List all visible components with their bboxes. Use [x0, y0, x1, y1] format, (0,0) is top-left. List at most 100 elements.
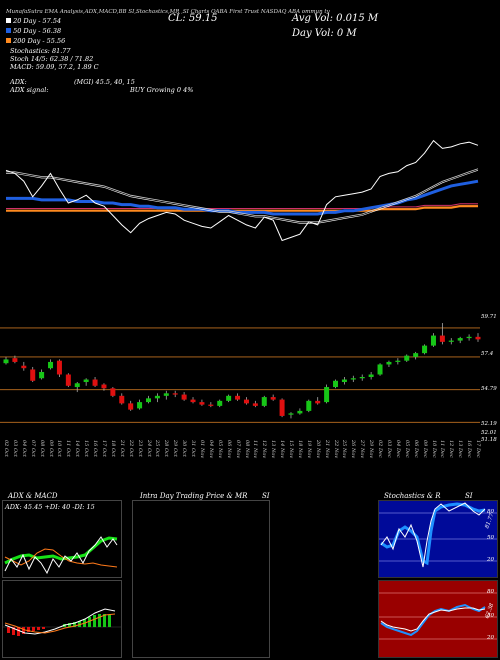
- candle-body-28: [252, 403, 258, 406]
- date-label-40: 27 Nov: [359, 440, 366, 459]
- stoch-tick-50: 50: [487, 535, 494, 541]
- candle-body-0: [3, 359, 9, 364]
- date-label-42: 02 Dec: [377, 440, 383, 458]
- adx-macd-title: ADX & MACD: [8, 492, 58, 500]
- date-label-32: 15 Nov: [288, 440, 294, 459]
- date-label-51: 13 Dec: [457, 440, 464, 458]
- candle-body-53: [475, 336, 481, 340]
- stochastics-lines: [379, 502, 497, 568]
- adx-readout: ADX: 45.45 +DI: 40 -DI: 15: [5, 503, 95, 511]
- ema200-label: 200 Day - 55.56: [13, 37, 66, 45]
- date-label-12: 18 Oct: [109, 440, 116, 457]
- macd-lines: [3, 608, 121, 636]
- date-label-0: 02 Oct: [3, 440, 9, 457]
- date-label-26: 07 Nov: [234, 440, 241, 459]
- ema50-legend: 50 Day - 56.38: [6, 27, 61, 35]
- candle-body-26: [235, 395, 241, 400]
- date-label-19: 29 Oct: [172, 440, 179, 457]
- candle-body-5: [48, 361, 54, 369]
- date-label-35: 20 Nov: [314, 440, 321, 459]
- candle-body-49: [439, 335, 445, 342]
- ema20-label: 20 Day - 57.54: [13, 17, 62, 25]
- rsi-tick-80: 80: [487, 589, 494, 595]
- candle-body-1: [12, 358, 18, 362]
- candle-body-23: [208, 404, 214, 406]
- candle-body-10: [92, 379, 98, 386]
- ema20-legend: 20 Day - 57.54: [6, 17, 61, 25]
- rsi-tick-50: 50: [487, 613, 494, 619]
- date-label-18: 28 Oct: [163, 440, 170, 457]
- ema50-swatch: [6, 28, 11, 33]
- date-label-47: 09 Dec: [421, 440, 428, 458]
- date-label-52: 16 Dec: [466, 440, 473, 458]
- close-line: [5, 139, 479, 242]
- date-label-45: 05 Dec: [403, 440, 410, 458]
- candle-body-16: [145, 398, 151, 403]
- price-tick-1: 57.4: [481, 351, 494, 357]
- candle-body-20: [181, 394, 187, 400]
- date-label-44: 04 Dec: [394, 440, 401, 458]
- date-label-46: 06 Dec: [412, 440, 419, 458]
- candle-body-29: [261, 397, 267, 406]
- candle-body-42: [377, 364, 383, 375]
- header-title: MunafaSutra EMA Analysis,ADX,MACD,BB SI,…: [6, 9, 330, 15]
- date-label-33: 18 Nov: [296, 440, 303, 459]
- macd-panel: [2, 580, 122, 658]
- candle-body-12: [110, 388, 116, 396]
- price-tick-2: 54.79: [481, 386, 497, 392]
- candle-body-13: [119, 395, 125, 404]
- candle-body-11: [101, 384, 107, 389]
- date-label-13: 21 Oct: [118, 440, 125, 457]
- date-label-36: 21 Nov: [323, 440, 330, 459]
- stoch-si: SI: [465, 492, 473, 500]
- date-label-9: 15 Oct: [83, 440, 90, 457]
- stochastics-readout: Stochastics: 81.77: [10, 47, 71, 55]
- candle-body-37: [333, 380, 339, 388]
- date-label-48: 10 Dec: [430, 440, 437, 458]
- candle-body-40: [359, 377, 365, 379]
- date-label-20: 30 Oct: [181, 440, 188, 457]
- date-axis: 02 Oct 03 Oct 04 Oct 07 Oct 08 Oct 09 Oct 10 O…: [0, 440, 500, 490]
- date-label-43: 03 Dec: [385, 440, 392, 458]
- date-label-28: 11 Nov: [252, 440, 259, 459]
- candle-body-31: [279, 399, 285, 416]
- stoch-tick-80: 80: [487, 509, 494, 515]
- date-label-10: 16 Oct: [92, 440, 99, 457]
- candle-body-27: [243, 399, 249, 404]
- date-label-24: 05 Nov: [216, 440, 223, 459]
- date-label-50: 12 Dec: [448, 440, 455, 458]
- stochastics-panel: 80 50 20 81.77: [378, 500, 498, 578]
- candle-body-30: [270, 397, 276, 400]
- candle-body-32: [288, 413, 294, 415]
- date-label-21: 31 Oct: [190, 440, 196, 457]
- candle-body-22: [199, 402, 205, 405]
- candle-body-33: [297, 410, 303, 414]
- candle-body-39: [350, 378, 356, 380]
- date-label-6: 10 Oct: [56, 440, 63, 457]
- price-tick-5: 51.18: [481, 437, 497, 443]
- candle-body-35: [315, 400, 321, 404]
- candle-body-41: [368, 374, 374, 378]
- candle-body-51: [457, 338, 463, 341]
- candle-body-8: [74, 383, 80, 388]
- candle-body-48: [430, 335, 436, 346]
- date-label-27: 08 Nov: [243, 440, 250, 459]
- candle-body-52: [466, 336, 472, 339]
- ema10-line: [6, 168, 479, 223]
- date-label-15: 23 Oct: [136, 440, 143, 457]
- candle-body-34: [306, 400, 312, 411]
- candle-body-9: [83, 379, 89, 383]
- date-label-2: 04 Oct: [20, 440, 27, 457]
- stoch-title: Stochastics & R: [384, 492, 441, 500]
- intraday-title: Intra Day Trading Price & MR: [140, 492, 248, 500]
- ema-100-line: [6, 203, 478, 209]
- date-label-29: 12 Nov: [261, 440, 268, 459]
- candle-body-45: [404, 355, 410, 361]
- date-label-37: 22 Nov: [332, 440, 339, 459]
- candle-body-46: [413, 353, 419, 357]
- date-label-31: 14 Nov: [279, 440, 286, 459]
- ema50-label: 50 Day - 56.38: [13, 27, 62, 35]
- candle-body-3: [30, 369, 36, 381]
- date-label-14: 22 Oct: [127, 440, 134, 457]
- adx-lines: [4, 536, 118, 575]
